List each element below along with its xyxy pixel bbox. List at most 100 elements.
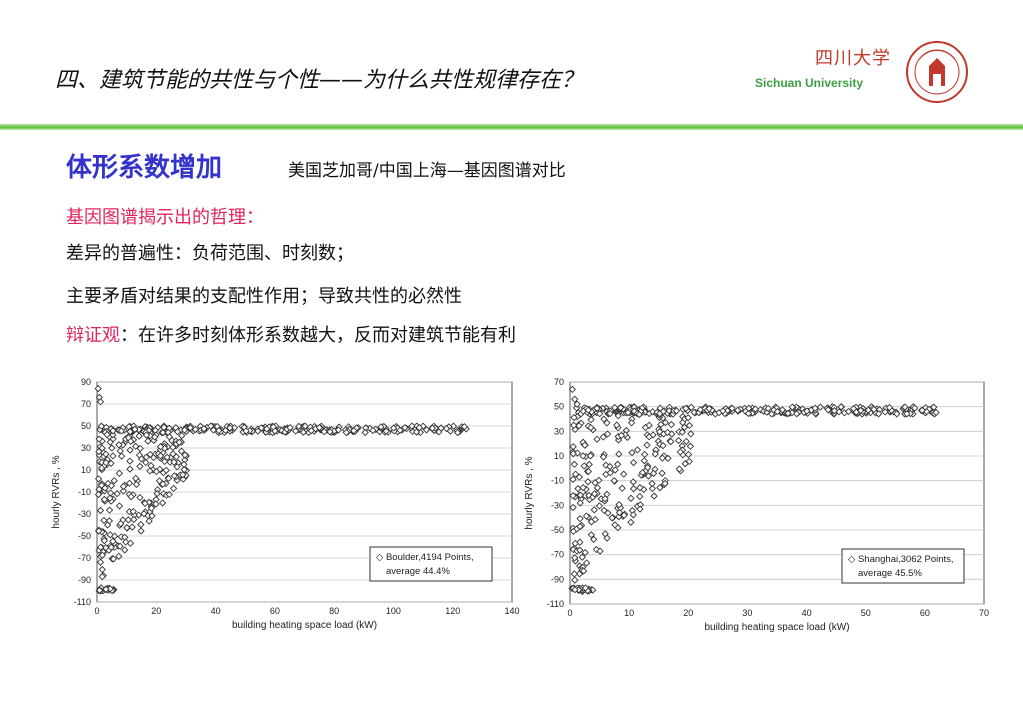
data-point — [576, 546, 584, 554]
data-point — [96, 506, 105, 515]
data-point — [674, 436, 683, 445]
section-subheading: 美国芝加哥/中国上海—基因图谱对比 — [288, 161, 566, 181]
data-point — [173, 428, 182, 436]
body-line-1: 基因图谱揭示出的哲理： — [66, 207, 264, 228]
data-point — [117, 427, 125, 435]
data-point — [100, 516, 108, 525]
data-point — [142, 431, 151, 439]
data-point — [165, 433, 173, 441]
data-point — [633, 446, 642, 454]
data-point — [180, 426, 189, 434]
data-point — [903, 410, 911, 418]
data-point — [162, 466, 170, 475]
data-point — [687, 403, 695, 411]
data-point — [658, 469, 666, 477]
data-point — [629, 458, 638, 467]
data-point — [784, 409, 792, 418]
data-point — [98, 573, 106, 581]
data-point — [644, 472, 653, 480]
data-point — [682, 437, 690, 446]
data-point — [119, 482, 128, 491]
data-point — [132, 442, 140, 450]
data-point — [180, 465, 188, 474]
data-point — [649, 431, 657, 439]
data-point — [156, 452, 165, 460]
data-point — [665, 407, 673, 415]
data-point — [573, 400, 581, 408]
data-point — [96, 398, 105, 406]
data-point — [131, 425, 139, 433]
data-point — [389, 424, 398, 432]
data-point — [656, 484, 664, 492]
data-point — [643, 441, 651, 449]
data-point — [101, 484, 109, 492]
data-point — [164, 474, 173, 483]
data-point — [401, 424, 409, 432]
data-point — [132, 480, 141, 489]
data-point — [106, 494, 114, 502]
data-point — [209, 426, 218, 434]
data-point — [569, 545, 578, 554]
y-axis-label: hourly RVRs , % — [51, 455, 62, 528]
data-point — [377, 423, 385, 431]
data-point — [614, 412, 622, 420]
legend-line-2: average 44.4% — [386, 566, 450, 577]
data-point — [587, 518, 596, 526]
x-tick-label: 10 — [624, 608, 634, 618]
data-point — [126, 465, 134, 473]
data-point — [108, 444, 116, 452]
y-tick-label: 90 — [81, 377, 91, 387]
data-point — [110, 532, 119, 540]
data-point — [103, 430, 111, 439]
data-point — [576, 515, 584, 523]
data-point — [569, 450, 577, 458]
data-point — [571, 470, 580, 478]
data-point — [186, 424, 194, 432]
data-point — [419, 422, 427, 430]
data-point — [135, 432, 143, 440]
x-tick-label: 60 — [270, 606, 280, 616]
data-point — [158, 499, 167, 507]
y-tick-label: -70 — [551, 550, 564, 560]
data-point — [734, 406, 742, 414]
data-point — [136, 462, 144, 471]
data-point — [115, 502, 124, 510]
data-point — [645, 433, 653, 441]
data-point — [200, 425, 208, 433]
data-point — [615, 450, 623, 458]
body-line-3-text: 主要矛盾对结果的支配性作用；导致共性的必然性 — [66, 286, 462, 307]
data-point — [102, 543, 110, 552]
body-line-4: 辩证观：在许多时刻体形系数越大，反而对建筑节能有利 — [66, 321, 516, 347]
data-point — [668, 430, 676, 438]
data-point — [581, 548, 589, 557]
data-point — [102, 459, 110, 467]
data-point — [127, 437, 135, 445]
data-point — [173, 476, 181, 484]
data-point — [570, 460, 579, 468]
data-point — [151, 433, 159, 441]
data-point — [428, 424, 437, 432]
data-point — [685, 457, 693, 466]
data-point — [606, 409, 614, 418]
data-point — [107, 543, 115, 551]
data-point — [254, 427, 262, 435]
data-point — [576, 491, 584, 499]
data-point — [584, 406, 592, 414]
data-point — [608, 514, 616, 522]
data-point — [638, 468, 647, 477]
data-point — [627, 518, 635, 526]
x-tick-label: 120 — [445, 606, 460, 616]
data-point — [179, 471, 187, 479]
data-point — [152, 500, 160, 508]
y-tick-label: -50 — [551, 525, 564, 535]
data-point — [109, 555, 118, 563]
data-point — [160, 423, 168, 431]
data-point — [100, 495, 109, 504]
data-point — [242, 427, 250, 435]
x-tick-label: 20 — [151, 606, 161, 616]
y-tick-label: 30 — [81, 443, 91, 453]
data-point — [643, 463, 652, 472]
data-point — [650, 492, 658, 500]
data-point — [144, 437, 152, 445]
